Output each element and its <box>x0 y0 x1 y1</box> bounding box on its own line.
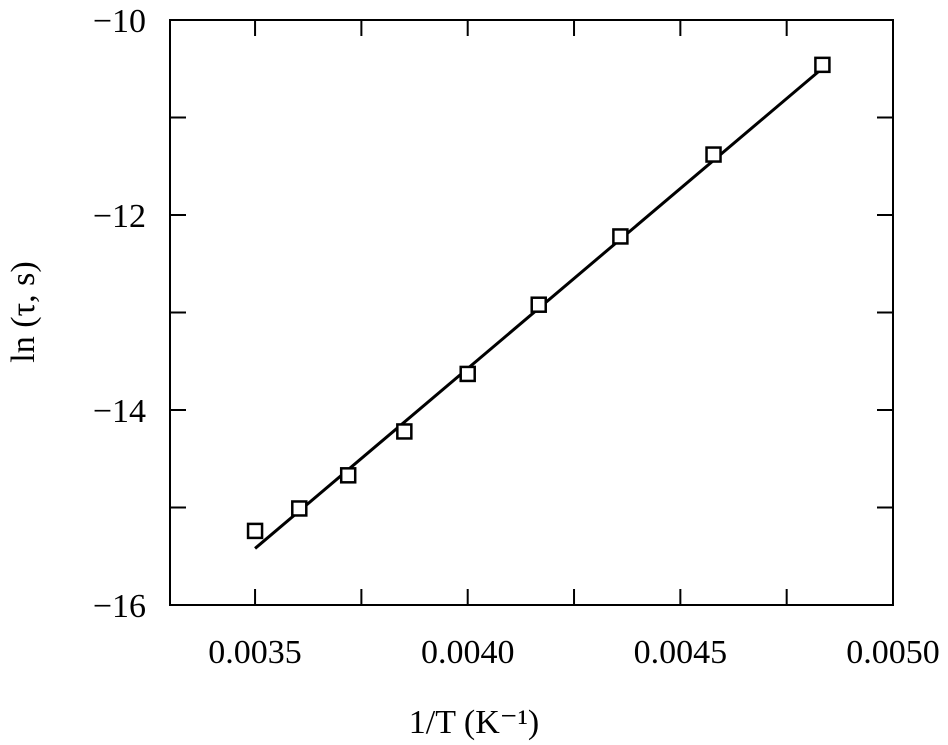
y-tick-label: −12 <box>93 198 146 235</box>
x-axis-label: 1/T (K⁻¹) <box>409 704 539 741</box>
x-tick-label: 0.0040 <box>421 634 515 671</box>
data-point <box>459 365 476 383</box>
x-tick-label: 0.0050 <box>846 634 940 671</box>
data-point <box>612 228 629 245</box>
data-point <box>705 146 722 163</box>
y-axis-label: ln (τ, s) <box>5 261 42 363</box>
x-tick-label: 0.0045 <box>634 634 728 671</box>
x-tick-label: 0.0035 <box>208 634 302 671</box>
y-tick-label: −16 <box>93 588 146 625</box>
data-point <box>814 56 831 74</box>
data-point <box>530 296 547 313</box>
y-tick-label: −10 <box>93 3 146 40</box>
data-point <box>246 522 264 540</box>
y-tick-label: −14 <box>93 393 146 430</box>
data-point <box>396 423 413 440</box>
data-point <box>291 500 308 517</box>
data-point <box>339 467 357 484</box>
